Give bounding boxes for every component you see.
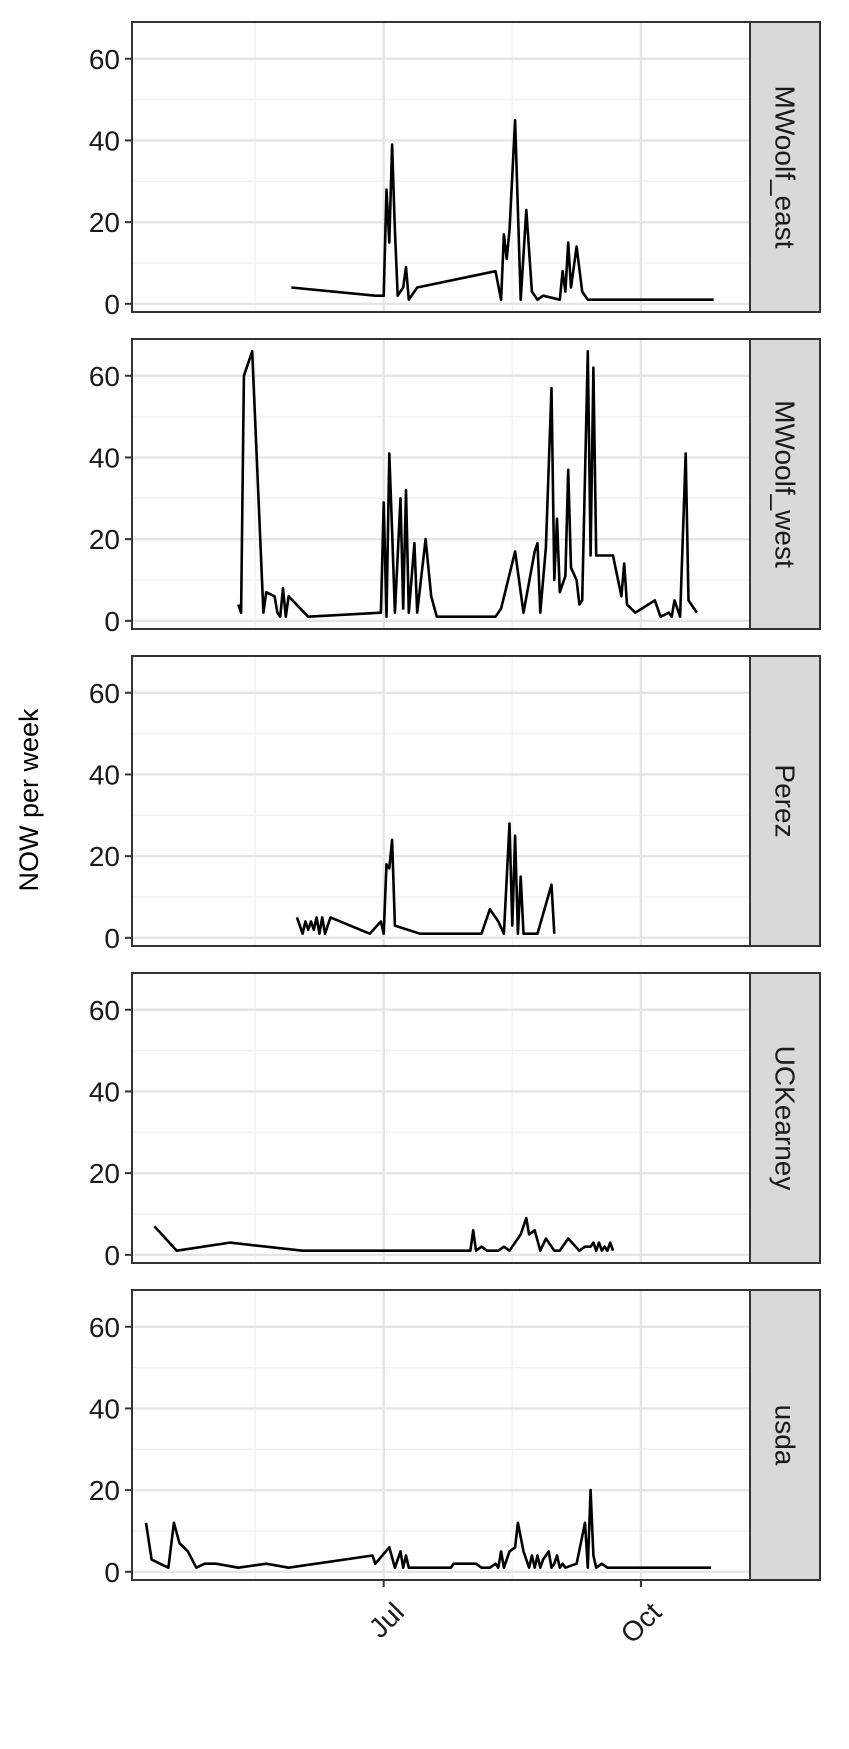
y-tick-label: 0	[104, 289, 120, 320]
y-tick-label: 60	[89, 44, 120, 75]
y-tick-label: 20	[89, 207, 120, 238]
panel-border	[131, 972, 751, 1264]
y-tick-label: 0	[104, 1557, 120, 1588]
y-tick-label: 20	[89, 841, 120, 872]
series-line-MWoolf_east	[291, 118, 714, 302]
facet-strip-label: MWoolf_east	[770, 86, 801, 249]
y-tick-label: 60	[89, 361, 120, 392]
y-tick-label: 0	[104, 923, 120, 954]
y-tick-label: 40	[89, 442, 120, 473]
panel-border	[131, 21, 751, 313]
facet-strip	[749, 338, 821, 630]
y-tick-label: 60	[89, 678, 120, 709]
facet-strip-label: MWoolf_west	[770, 400, 801, 568]
facet-strip-label: UCKearney	[770, 1046, 801, 1191]
y-tick-label: 0	[104, 1240, 120, 1271]
y-tick-label: 40	[89, 759, 120, 790]
facet-strip-label: Perez	[770, 764, 801, 837]
y-axis-title: NOW per week	[14, 708, 44, 892]
facet-panel-UCKearney: 0 20 40 60 UCKearney	[89, 972, 821, 1271]
x-tick-label: Jul	[363, 1596, 410, 1643]
series-line-Perez	[295, 822, 556, 936]
y-tick-label: 60	[89, 1312, 120, 1343]
panel-border	[131, 338, 751, 630]
facet-panel-usda: 0 20 40 60 usda Jul Oct	[89, 1289, 821, 1649]
facet-panel-Perez: 0 20 40 60 Perez	[89, 655, 821, 954]
facet-strip	[749, 655, 821, 947]
panel-border	[131, 655, 751, 947]
series-line-MWoolf_west	[237, 349, 698, 619]
y-tick-label: 20	[89, 1475, 120, 1506]
x-tick-label: Oct	[615, 1596, 668, 1649]
y-tick-label: 40	[89, 1076, 120, 1107]
facet-panel-MWoolf_west: 0 20 40 60 MWoolf_west	[89, 338, 821, 637]
y-tick-label: 20	[89, 1158, 120, 1189]
y-tick-label: 0	[104, 606, 120, 637]
facet-strip	[749, 21, 821, 313]
series-line-usda	[144, 1488, 711, 1569]
panel-border	[131, 1289, 751, 1581]
facet-strip	[749, 972, 821, 1264]
y-tick-label: 60	[89, 995, 120, 1026]
y-tick-label: 40	[89, 125, 120, 156]
facet-panel-MWoolf_east: 0 20 40 60 MWoolf_east	[89, 21, 821, 320]
facet-strip	[749, 1289, 821, 1581]
y-tick-label: 40	[89, 1393, 120, 1424]
facet-strip-label: usda	[770, 1405, 801, 1466]
y-tick-label: 20	[89, 524, 120, 555]
series-line-UCKearney	[153, 1216, 615, 1252]
